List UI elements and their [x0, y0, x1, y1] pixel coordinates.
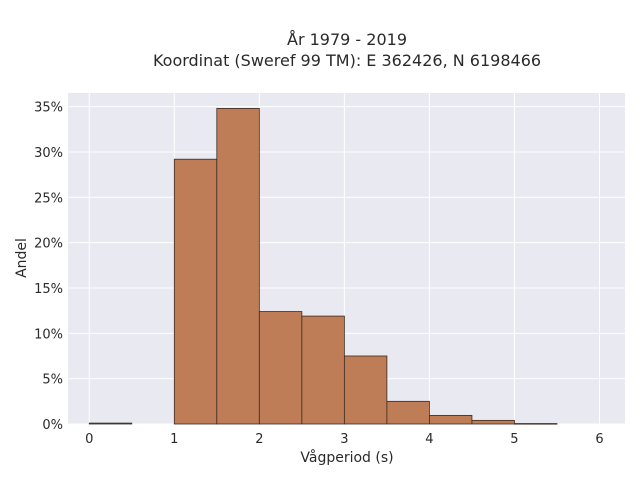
y-axis-label: Andel — [14, 238, 30, 278]
bar-7 — [386, 400, 430, 425]
chart-title-line2: Koordinat (Sweref 99 TM): E 362426, N 61… — [153, 51, 541, 70]
y-tick-label-5: 25% — [34, 191, 63, 206]
x-axis-label: Vågperiod (s) — [300, 449, 393, 466]
x-tick-label-2: 2 — [255, 432, 263, 447]
chart-title-line1: År 1979 - 2019 — [287, 30, 407, 49]
x-tick-label-3: 3 — [340, 432, 348, 447]
bar-10 — [514, 423, 558, 425]
x-tick-label-1: 1 — [170, 432, 178, 447]
bar-4 — [258, 311, 303, 425]
x-axis-ticks: 0 1 2 3 4 5 6 — [85, 432, 604, 447]
bar-8 — [429, 414, 473, 425]
y-tick-label-2: 10% — [34, 327, 63, 342]
x-tick-label-5: 5 — [510, 432, 518, 447]
bar-2 — [173, 158, 218, 425]
y-tick-label-4: 20% — [34, 237, 63, 252]
y-tick-label-3: 15% — [34, 282, 63, 297]
bar-5 — [301, 315, 345, 425]
x-tick-label-0: 0 — [85, 432, 93, 447]
bar-3 — [216, 108, 260, 425]
y-tick-label-1: 5% — [42, 373, 63, 388]
bar-0 — [88, 422, 133, 425]
y-tick-label-7: 35% — [34, 101, 63, 116]
y-axis-ticks: 0% 5% 10% 15% 20% 25% 30% 35% — [34, 101, 63, 433]
bar-9 — [471, 419, 515, 425]
x-tick-label-6: 6 — [595, 432, 603, 447]
x-tick-label-4: 4 — [425, 432, 433, 447]
bar-6 — [343, 355, 388, 425]
y-tick-label-6: 30% — [34, 146, 63, 161]
y-tick-label-0: 0% — [42, 418, 63, 433]
bars — [88, 108, 558, 425]
